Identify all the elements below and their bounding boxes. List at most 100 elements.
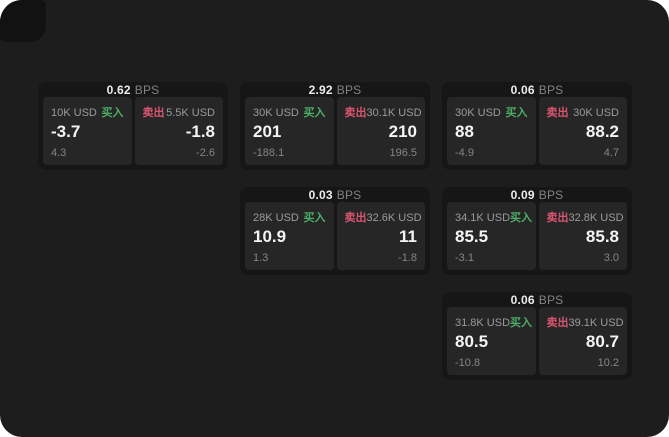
bps-value: 0.09 [510, 187, 535, 202]
bps-value: 0.06 [510, 82, 535, 97]
card-bps-header: 0.62 BPS [38, 82, 228, 97]
bps-value: 0.62 [106, 82, 131, 97]
sell-side-label: 卖出 [344, 212, 367, 224]
sell-delta: -2.6 [196, 147, 215, 159]
buy-amount: 10K USD [51, 107, 97, 119]
sell-panel-top: 卖出 5.5K USD [143, 104, 216, 120]
buy-panel-top: 30K USD 买入 [455, 104, 528, 120]
card-body: 10K USD 买入 -3.7 4.3 卖出 5.5K USD -1.8 -2.… [38, 97, 228, 170]
buy-panel[interactable]: 28K USD 买入 10.9 1.3 [245, 202, 334, 270]
sell-side-label: 卖出 [546, 317, 569, 329]
sell-price: 210 [388, 122, 417, 141]
card-body: 30K USD 买入 88 -4.9 卖出 30K USD 88.2 4.7 [442, 97, 632, 170]
sell-side-label: 卖出 [344, 107, 367, 119]
sell-panel[interactable]: 卖出 39.1K USD 80.7 10.2 [538, 307, 627, 375]
buy-price: 10.9 [253, 227, 287, 246]
card-bps-header: 0.06 BPS [442, 292, 632, 307]
bps-unit-label: BPS [336, 187, 362, 202]
corner-tile [0, 0, 46, 42]
sell-amount: 32.8K USD [568, 212, 624, 224]
sell-panel-top: 卖出 32.6K USD [344, 209, 422, 225]
sell-panel[interactable]: 卖出 32.8K USD 85.8 3.0 [538, 202, 627, 270]
sell-price: 11 [399, 227, 417, 246]
buy-side-label: 买入 [101, 107, 124, 119]
buy-amount: 28K USD [253, 212, 299, 224]
sell-panel-top: 卖出 30.1K USD [344, 104, 422, 120]
sell-panel[interactable]: 卖出 32.6K USD 11 -1.8 [336, 202, 425, 270]
buy-panel-top: 28K USD 买入 [253, 209, 326, 225]
card-body: 28K USD 买入 10.9 1.3 卖出 32.6K USD 11 -1.8 [240, 202, 430, 275]
card-body: 30K USD 买入 201 -188.1 卖出 30.1K USD 210 1… [240, 97, 430, 170]
card-body: 31.8K USD 买入 80.5 -10.8 卖出 39.1K USD 80.… [442, 307, 632, 380]
sell-delta: 4.7 [603, 147, 619, 159]
quote-card[interactable]: 0.09 BPS 34.1K USD 买入 85.5 -3.1 卖出 32.8K… [442, 187, 632, 275]
sell-panel-top: 卖出 39.1K USD [546, 314, 624, 330]
sell-amount: 32.6K USD [366, 212, 422, 224]
buy-side-label: 买入 [303, 107, 326, 119]
buy-panel-top: 34.1K USD 买入 [455, 209, 532, 225]
buy-panel-top: 31.8K USD 买入 [455, 314, 532, 330]
buy-panel[interactable]: 34.1K USD 买入 85.5 -3.1 [447, 202, 536, 270]
buy-price: -3.7 [51, 122, 81, 141]
card-body: 34.1K USD 买入 85.5 -3.1 卖出 32.8K USD 85.8… [442, 202, 632, 275]
bps-unit-label: BPS [538, 82, 564, 97]
sell-panel[interactable]: 卖出 30.1K USD 210 196.5 [336, 97, 425, 165]
sell-price: 80.7 [585, 332, 619, 351]
sell-delta: 3.0 [603, 252, 619, 264]
buy-delta: -3.1 [455, 252, 474, 264]
sell-amount: 30.1K USD [366, 107, 422, 119]
card-bps-header: 0.09 BPS [442, 187, 632, 202]
bps-unit-label: BPS [538, 292, 564, 307]
buy-side-label: 买入 [505, 107, 528, 119]
quote-card[interactable]: 0.06 BPS 31.8K USD 买入 80.5 -10.8 卖出 39.1… [442, 292, 632, 380]
buy-panel[interactable]: 30K USD 买入 201 -188.1 [245, 97, 334, 165]
buy-panel[interactable]: 31.8K USD 买入 80.5 -10.8 [447, 307, 536, 375]
sell-panel-top: 卖出 32.8K USD [546, 209, 624, 225]
sell-amount: 39.1K USD [568, 317, 624, 329]
bps-value: 2.92 [308, 82, 333, 97]
buy-panel-top: 30K USD 买入 [253, 104, 326, 120]
buy-delta: -4.9 [455, 147, 474, 159]
buy-price: 201 [253, 122, 282, 141]
sell-amount: 30K USD [573, 107, 619, 119]
buy-delta: 4.3 [51, 147, 67, 159]
sell-price: 85.8 [585, 227, 619, 246]
sell-panel[interactable]: 卖出 5.5K USD -1.8 -2.6 [134, 97, 223, 165]
buy-panel[interactable]: 10K USD 买入 -3.7 4.3 [43, 97, 132, 165]
bps-value: 0.03 [308, 187, 333, 202]
bps-unit-label: BPS [134, 82, 160, 97]
buy-amount: 30K USD [253, 107, 299, 119]
buy-price: 88 [455, 122, 474, 141]
sell-side-label: 卖出 [546, 107, 569, 119]
sell-side-label: 卖出 [546, 212, 569, 224]
bps-unit-label: BPS [538, 187, 564, 202]
buy-delta: -10.8 [455, 357, 481, 369]
buy-amount: 34.1K USD [455, 212, 511, 224]
bps-value: 0.06 [510, 292, 535, 307]
card-bps-header: 2.92 BPS [240, 82, 430, 97]
buy-panel[interactable]: 30K USD 买入 88 -4.9 [447, 97, 536, 165]
buy-delta: -188.1 [253, 147, 285, 159]
quote-card[interactable]: 0.03 BPS 28K USD 买入 10.9 1.3 卖出 32.6K US… [240, 187, 430, 275]
sell-price: 88.2 [585, 122, 619, 141]
buy-amount: 30K USD [455, 107, 501, 119]
sell-panel-top: 卖出 30K USD [547, 104, 620, 120]
sell-side-label: 卖出 [142, 107, 165, 119]
buy-amount: 31.8K USD [455, 317, 511, 329]
quote-card[interactable]: 0.62 BPS 10K USD 买入 -3.7 4.3 卖出 5.5K USD… [38, 82, 228, 170]
quote-card[interactable]: 0.06 BPS 30K USD 买入 88 -4.9 卖出 30K USD 8… [442, 82, 632, 170]
buy-price: 85.5 [455, 227, 489, 246]
sell-panel[interactable]: 卖出 30K USD 88.2 4.7 [538, 97, 627, 165]
sell-delta: 196.5 [389, 147, 417, 159]
sell-price: -1.8 [185, 122, 215, 141]
buy-delta: 1.3 [253, 252, 269, 264]
card-bps-header: 0.03 BPS [240, 187, 430, 202]
sell-delta: 10.2 [597, 357, 619, 369]
buy-panel-top: 10K USD 买入 [51, 104, 124, 120]
buy-price: 80.5 [455, 332, 489, 351]
quote-card-grid: 0.62 BPS 10K USD 买入 -3.7 4.3 卖出 5.5K USD… [38, 82, 632, 380]
buy-side-label: 买入 [510, 317, 533, 329]
sell-delta: -1.8 [398, 252, 417, 264]
quote-card[interactable]: 2.92 BPS 30K USD 买入 201 -188.1 卖出 30.1K … [240, 82, 430, 170]
